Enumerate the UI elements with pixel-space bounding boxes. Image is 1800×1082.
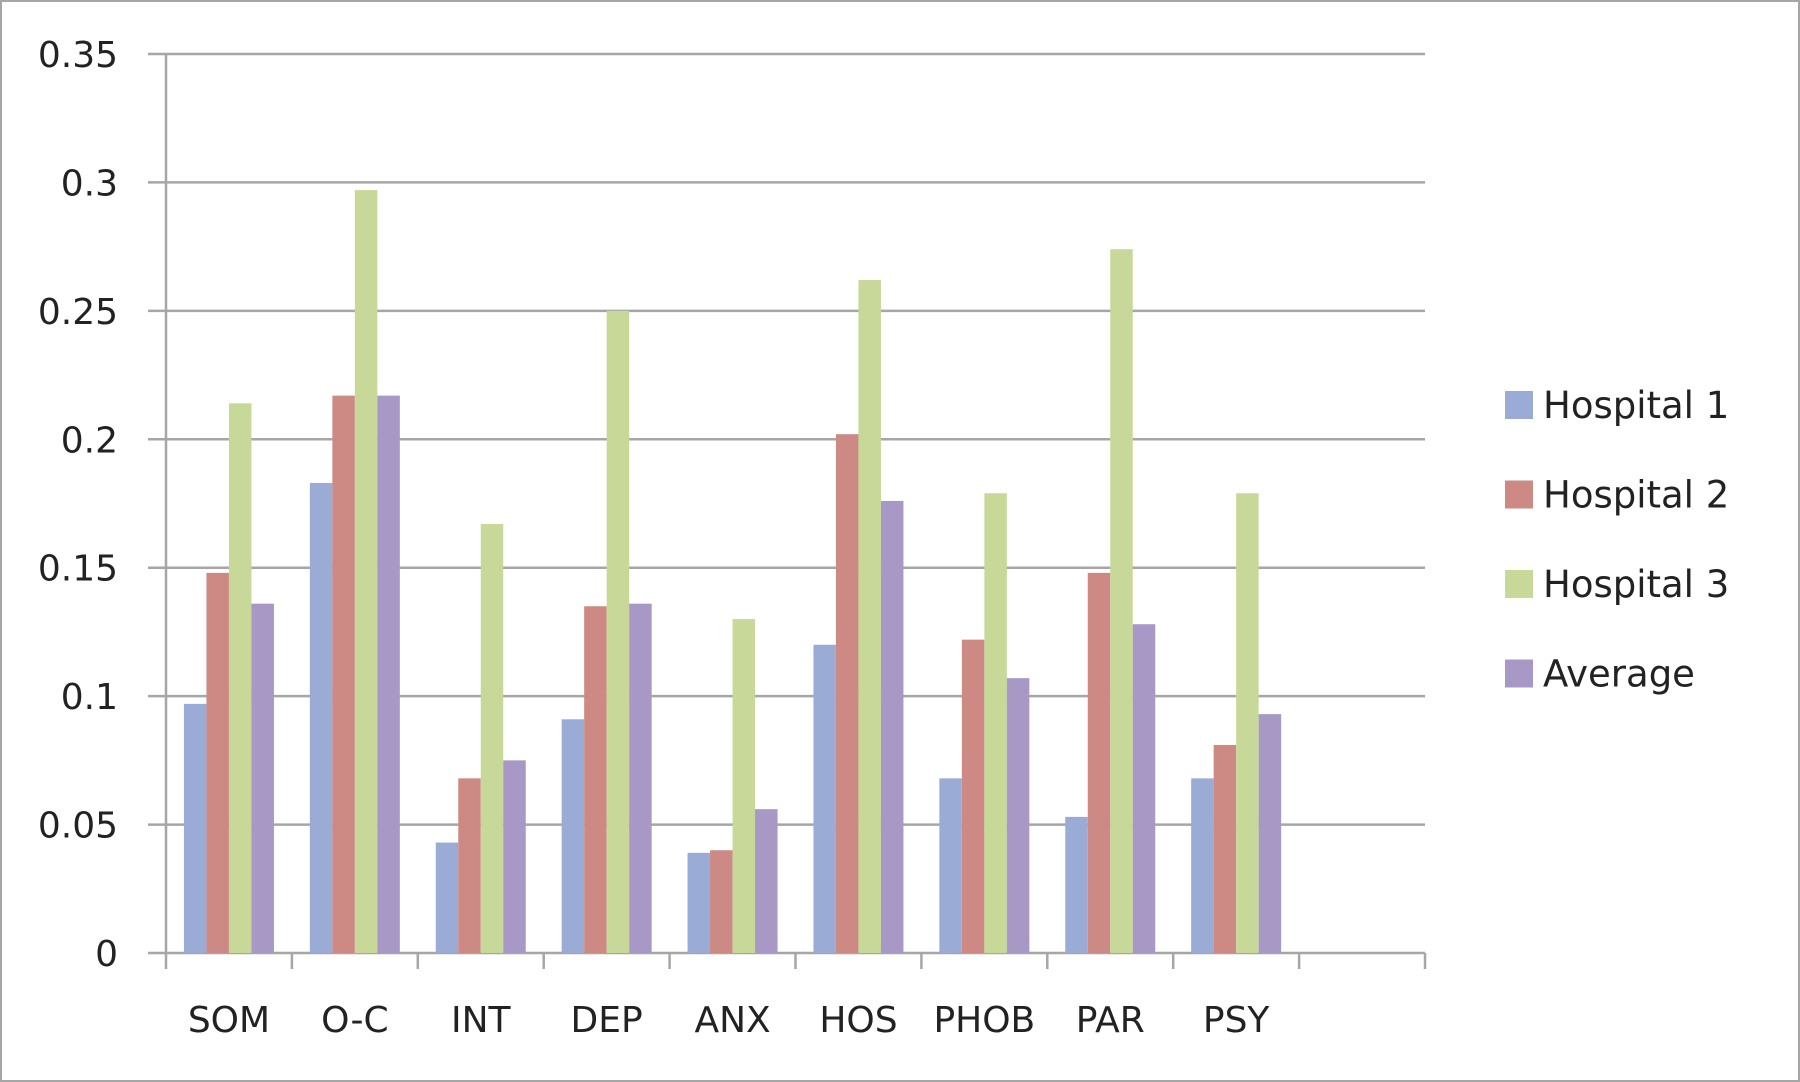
bar-hospital-1-par: [1065, 816, 1088, 953]
legend-swatch: [1505, 391, 1533, 419]
y-tick-label: 0.15: [38, 549, 118, 590]
bar-hospital-1-o-c: [309, 482, 333, 953]
legend-swatch: [1505, 659, 1533, 688]
bar-hospital-2-dep: [584, 606, 607, 953]
x-tick-label: O-C: [321, 1000, 388, 1041]
legend-label: Hospital 2: [1543, 474, 1729, 517]
y-tick-label: 0.3: [61, 163, 118, 204]
bar-hospital-1-psy: [1191, 778, 1214, 953]
bar-hospital-1-hos: [813, 644, 836, 953]
bar-hospital-2-o-c: [332, 395, 355, 953]
x-tick-label: INT: [451, 1000, 512, 1041]
bar-hospital-2-hos: [835, 434, 859, 953]
bar-hospital-2-psy: [1213, 744, 1237, 953]
legend-swatch: [1505, 480, 1533, 509]
bar-average-hos: [880, 500, 904, 953]
x-tick-label: PHOB: [933, 1000, 1035, 1041]
y-axis-tick-labels: 0 0.05 0.1 0.15 0.2 0.25 0.3 0.35: [38, 35, 118, 975]
legend: Hospital 1 Hospital 2 Hospital 3 Average: [1505, 384, 1729, 696]
bar-hospital-3-dep: [606, 310, 630, 953]
bar-hospital-2-int: [458, 778, 481, 953]
y-tick-label: 0.05: [38, 806, 118, 847]
bar-hospital-1-som: [183, 703, 207, 953]
bar-hospital-3-som: [228, 403, 252, 954]
bar-hospital-1-anx: [687, 852, 711, 953]
bar-hospital-3-int: [480, 524, 504, 953]
bar-average-som: [251, 603, 274, 953]
y-tick-label: 0.1: [61, 677, 118, 718]
y-tick-label: 0: [95, 934, 118, 975]
x-axis-tick-labels: SOM O-C INT DEP ANX HOS PHOB PAR PSY: [188, 1000, 1271, 1041]
y-tick-label: 0.2: [61, 420, 118, 461]
bar-average-psy: [1258, 714, 1282, 953]
x-tick-label: PAR: [1076, 1000, 1145, 1041]
x-tick-label: SOM: [188, 1000, 270, 1041]
bar-hospital-1-phob: [939, 778, 962, 953]
legend-label: Average: [1543, 653, 1695, 696]
legend-label: Hospital 3: [1543, 563, 1729, 606]
legend-label: Hospital 1: [1543, 384, 1729, 427]
bar-average-o-c: [377, 395, 400, 953]
bar-hospital-3-par: [1110, 249, 1133, 953]
bar-hospital-3-hos: [858, 280, 881, 953]
bar-hospital-2-som: [206, 572, 229, 953]
bar-hospital-1-dep: [561, 719, 585, 953]
bar-hospital-3-o-c: [354, 190, 378, 953]
bar-hospital-2-anx: [710, 850, 733, 953]
bar-average-phob: [1006, 678, 1030, 953]
x-tick-label: PSY: [1203, 1000, 1271, 1041]
bars: [183, 190, 1282, 954]
y-tick-label: 0.25: [38, 292, 118, 333]
x-tick-label: ANX: [694, 1000, 770, 1041]
bar-hospital-3-psy: [1236, 493, 1259, 953]
bar-hospital-2-par: [1087, 572, 1111, 953]
bar-average-anx: [755, 809, 778, 953]
bar-hospital-1-int: [435, 842, 459, 953]
bar-average-dep: [629, 603, 652, 953]
bar-hospital-3-phob: [984, 493, 1007, 953]
legend-swatch: [1505, 570, 1533, 598]
bar-hospital-3-anx: [732, 619, 756, 953]
y-tick-label: 0.35: [38, 35, 118, 76]
bar-average-int: [503, 760, 526, 953]
bar-average-par: [1132, 624, 1156, 953]
x-tick-label: HOS: [819, 1000, 897, 1041]
bar-hospital-2-phob: [961, 639, 985, 953]
x-tick-label: DEP: [571, 1000, 643, 1041]
